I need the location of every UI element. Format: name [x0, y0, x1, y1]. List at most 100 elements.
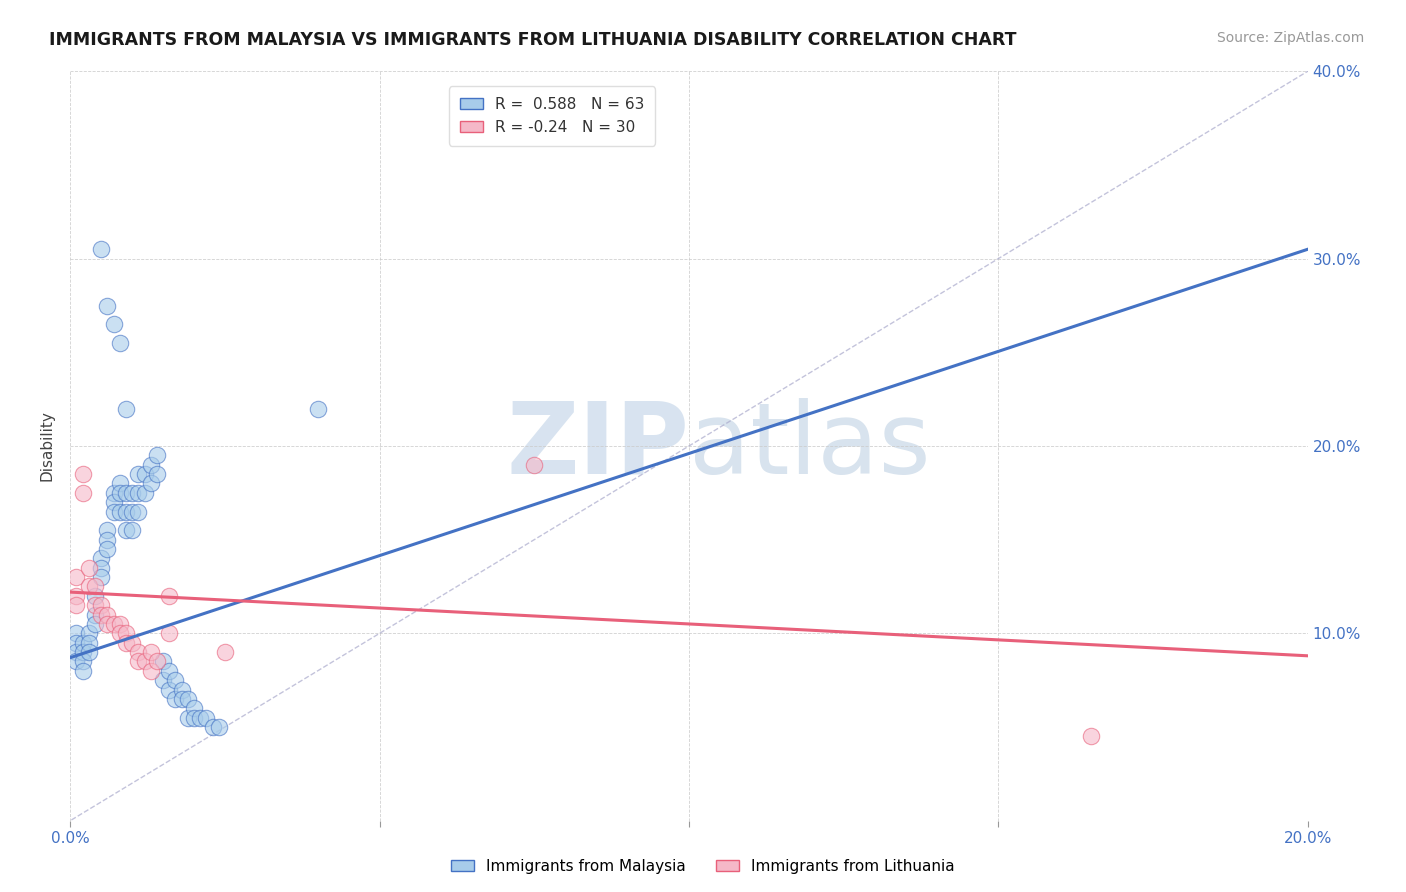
Y-axis label: Disability: Disability	[39, 410, 55, 482]
Point	[90, 551, 112, 566]
Point	[65, 599, 87, 613]
Point	[152, 655, 174, 669]
Point	[103, 318, 125, 332]
Point	[177, 692, 200, 706]
Point	[165, 692, 187, 706]
Point	[177, 710, 200, 724]
Point	[157, 682, 180, 697]
Point	[208, 720, 231, 734]
Point	[108, 486, 131, 500]
Point	[127, 486, 149, 500]
Point	[115, 505, 138, 519]
Point	[157, 664, 180, 678]
Point	[134, 655, 156, 669]
Point	[96, 617, 118, 632]
Point	[84, 617, 107, 632]
Point	[72, 645, 94, 659]
Point	[146, 655, 169, 669]
Point	[84, 599, 107, 613]
Point	[108, 626, 131, 640]
Point	[146, 467, 169, 482]
Point	[134, 486, 156, 500]
Point	[103, 495, 125, 509]
Point	[139, 476, 162, 491]
Point	[121, 486, 143, 500]
Point	[72, 486, 94, 500]
Point	[1080, 730, 1102, 744]
Point	[77, 561, 100, 575]
Text: IMMIGRANTS FROM MALAYSIA VS IMMIGRANTS FROM LITHUANIA DISABILITY CORRELATION CHA: IMMIGRANTS FROM MALAYSIA VS IMMIGRANTS F…	[49, 31, 1017, 49]
Point	[108, 476, 131, 491]
Point	[115, 486, 138, 500]
Point	[72, 655, 94, 669]
Point	[90, 561, 112, 575]
Point	[115, 626, 138, 640]
Point	[121, 524, 143, 538]
Point	[127, 467, 149, 482]
Point	[65, 626, 87, 640]
Point	[65, 570, 87, 584]
Point	[96, 524, 118, 538]
Point	[90, 570, 112, 584]
Point	[84, 607, 107, 622]
Point	[77, 580, 100, 594]
Point	[152, 673, 174, 688]
Point	[65, 635, 87, 649]
Point	[134, 467, 156, 482]
Text: atlas: atlas	[689, 398, 931, 494]
Point	[90, 243, 112, 257]
Point	[157, 589, 180, 603]
Point	[146, 449, 169, 463]
Point	[90, 599, 112, 613]
Point	[103, 505, 125, 519]
Point	[201, 720, 224, 734]
Point	[96, 542, 118, 557]
Point	[165, 673, 187, 688]
Point	[121, 635, 143, 649]
Point	[72, 664, 94, 678]
Point	[115, 524, 138, 538]
Point	[188, 710, 211, 724]
Point	[72, 635, 94, 649]
Point	[77, 635, 100, 649]
Point	[127, 505, 149, 519]
Point	[139, 664, 162, 678]
Text: ZIP: ZIP	[506, 398, 689, 494]
Point	[96, 607, 118, 622]
Point	[157, 626, 180, 640]
Legend: R =  0.588   N = 63, R = -0.24   N = 30: R = 0.588 N = 63, R = -0.24 N = 30	[449, 87, 655, 145]
Point	[115, 401, 138, 416]
Text: Source: ZipAtlas.com: Source: ZipAtlas.com	[1216, 31, 1364, 45]
Point	[523, 458, 546, 472]
Point	[96, 298, 118, 313]
Point	[214, 645, 236, 659]
Point	[65, 589, 87, 603]
Legend: Immigrants from Malaysia, Immigrants from Lithuania: Immigrants from Malaysia, Immigrants fro…	[444, 853, 962, 880]
Point	[307, 401, 329, 416]
Point	[96, 533, 118, 547]
Point	[90, 607, 112, 622]
Point	[77, 626, 100, 640]
Point	[115, 635, 138, 649]
Point	[108, 617, 131, 632]
Point	[108, 505, 131, 519]
Point	[139, 458, 162, 472]
Point	[103, 617, 125, 632]
Point	[77, 645, 100, 659]
Point	[103, 486, 125, 500]
Point	[183, 710, 205, 724]
Point	[195, 710, 218, 724]
Point	[84, 589, 107, 603]
Point	[65, 655, 87, 669]
Point	[65, 645, 87, 659]
Point	[84, 580, 107, 594]
Point	[170, 682, 193, 697]
Point	[170, 692, 193, 706]
Point	[72, 467, 94, 482]
Point	[108, 336, 131, 351]
Point	[139, 645, 162, 659]
Point	[121, 505, 143, 519]
Point	[127, 645, 149, 659]
Point	[183, 701, 205, 715]
Point	[127, 655, 149, 669]
